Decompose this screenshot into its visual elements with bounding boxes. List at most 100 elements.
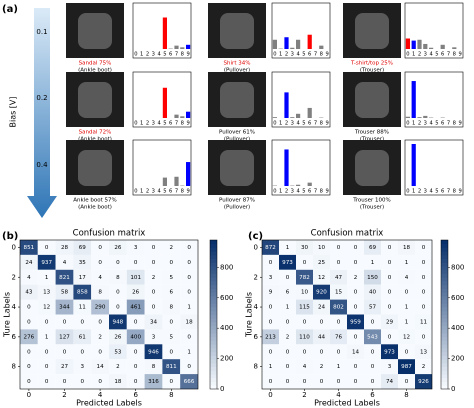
cell-label: 0 — [405, 290, 409, 296]
cell-label: 2 — [98, 334, 102, 340]
x-tick-label: 2 — [62, 391, 66, 399]
cell-label: 948 — [113, 319, 124, 325]
caption: Ankle boot 57% — [73, 198, 116, 204]
heatmap-cell — [37, 299, 56, 315]
cell-label: 76 — [335, 334, 343, 340]
cell-label: 4 — [303, 364, 307, 370]
category-label: 9 — [458, 121, 461, 127]
colorbar-segment — [210, 351, 217, 356]
heatmap-cell — [109, 269, 127, 285]
heatmap-cell — [55, 314, 74, 330]
colorbar-segment — [210, 333, 217, 338]
heatmap-cell — [313, 344, 330, 360]
heatmap-cell — [347, 269, 364, 285]
colorbar-tick-label: 0 — [451, 385, 455, 393]
cell-label: 12 — [43, 305, 50, 311]
colorbar-segment — [210, 340, 217, 345]
heatmap-cell — [296, 374, 313, 389]
cell-label: 18 — [403, 245, 411, 251]
cell-label: 0 — [388, 305, 392, 311]
cell-label: 1 — [371, 260, 375, 266]
category-label: 8 — [320, 121, 323, 127]
category-label: 3 — [152, 52, 155, 58]
cell-label: 0 — [63, 319, 67, 325]
colorbar-segment — [441, 321, 448, 327]
heatmap-cell — [347, 329, 364, 345]
heatmap-cell — [73, 374, 92, 389]
bar — [405, 116, 410, 118]
colorbar-segment — [210, 262, 217, 267]
cell-label: 0 — [337, 349, 341, 355]
cell-label: 0 — [286, 364, 290, 370]
heatmap-cell — [398, 374, 415, 389]
caption: T-shirt/top 25% — [350, 61, 393, 67]
category-label: 1 — [279, 189, 282, 195]
category-label: 8 — [453, 52, 456, 58]
bar — [174, 45, 179, 49]
colorbar-segment — [441, 385, 448, 390]
heatmap-cell — [313, 284, 330, 300]
colorbar-segment — [441, 366, 448, 371]
heatmap-cell — [381, 329, 398, 345]
heatmap-cell — [381, 269, 398, 285]
heatmap-cell — [73, 344, 92, 360]
cell-label: 12 — [318, 275, 325, 281]
cell-label: 1 — [187, 349, 191, 355]
category-label: 2 — [418, 121, 421, 127]
heatmap-cell — [20, 284, 38, 300]
cell-label: 0 — [286, 275, 290, 281]
category-label: 2 — [285, 52, 288, 58]
heatmap-cell — [180, 240, 198, 255]
heatmap-cell — [180, 299, 198, 315]
heatmap-cell — [347, 374, 364, 389]
colorbar-segment — [210, 370, 217, 375]
category-label: 2 — [285, 189, 288, 195]
cell-label: 858 — [77, 290, 88, 296]
cell-label: 276 — [24, 334, 35, 340]
cell-label: 9 — [269, 290, 273, 296]
x-tick-label: 6 — [133, 391, 138, 399]
colorbar-segment — [441, 307, 448, 312]
heatmap-cell — [126, 329, 145, 345]
colorbar-tick-label: 800 — [451, 263, 464, 271]
cell-label: 30 — [301, 245, 309, 251]
bias-label: Bias [V] — [9, 96, 18, 127]
heatmap-cell — [55, 240, 74, 255]
category-label: 4 — [296, 52, 300, 58]
heatmap-cell — [162, 269, 181, 285]
colorbar-tick-label: 400 — [451, 324, 464, 332]
heatmap-frame — [19, 239, 199, 390]
category-label: 6 — [308, 52, 311, 58]
bar — [162, 87, 167, 118]
y-tick-label: 4 — [254, 303, 259, 311]
cell-label: 5 — [170, 275, 174, 281]
heatmap-cell — [109, 374, 127, 389]
cell-label: 0 — [388, 260, 392, 266]
colorbar-segment — [210, 280, 217, 286]
heatmap-cell — [398, 344, 415, 360]
category-label: 7 — [314, 52, 317, 58]
category-label: 5 — [302, 121, 305, 127]
cell-label: 0 — [371, 379, 375, 385]
caption: Pullover 61% — [219, 130, 255, 136]
colorbar-segment — [441, 303, 448, 308]
cell-label: 15 — [335, 290, 343, 296]
caption: Shirt 34% — [224, 61, 251, 67]
cell-label: 44 — [318, 334, 326, 340]
heatmap-cell — [73, 359, 92, 375]
cell-label: 0 — [269, 260, 273, 266]
heatmap-cell — [144, 284, 163, 300]
heatmap-cell — [330, 269, 347, 285]
heatmap-cell — [37, 254, 56, 270]
cell-label: 0 — [98, 349, 102, 355]
colorbar-segment — [441, 247, 448, 252]
cell-label: 18 — [114, 379, 122, 385]
colorbar-segment — [441, 336, 448, 341]
heatmap-cell — [180, 359, 198, 375]
heatmap-cell — [55, 299, 74, 315]
category-label: 8 — [181, 189, 184, 195]
category-label: 6 — [441, 121, 444, 127]
cell-label: 0 — [337, 319, 341, 325]
sample-object — [355, 13, 389, 49]
